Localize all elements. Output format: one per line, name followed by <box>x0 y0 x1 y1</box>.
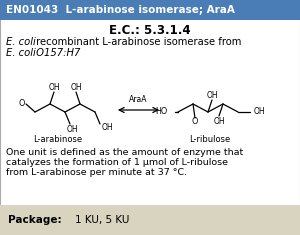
Text: OH: OH <box>213 117 225 125</box>
Text: catalyzes the formation of 1 μmol of L-ribulose: catalyzes the formation of 1 μmol of L-r… <box>6 158 228 167</box>
Bar <box>0 205 300 235</box>
Text: OH: OH <box>254 107 266 117</box>
Text: HO: HO <box>156 107 168 117</box>
Text: O: O <box>192 118 198 126</box>
Text: E.C.: 5.3.1.4: E.C.: 5.3.1.4 <box>109 24 191 36</box>
Text: OH: OH <box>70 83 82 93</box>
Text: O: O <box>19 99 25 109</box>
Text: 1 KU, 5 KU: 1 KU, 5 KU <box>75 215 129 225</box>
Text: L-arabinose: L-arabinose <box>33 135 82 144</box>
Text: Package:: Package: <box>8 215 62 225</box>
Text: E. coli: E. coli <box>6 48 36 58</box>
Text: AraA: AraA <box>129 95 147 104</box>
Text: O157:H7: O157:H7 <box>33 48 80 58</box>
Text: E. coli: E. coli <box>6 37 36 47</box>
Text: OH: OH <box>48 83 60 93</box>
Text: OH: OH <box>206 91 218 101</box>
Text: OH: OH <box>67 125 79 133</box>
Text: EN01043  L-arabinose isomerase; AraA: EN01043 L-arabinose isomerase; AraA <box>6 5 235 15</box>
Text: OH: OH <box>102 124 114 133</box>
Text: from L-arabinose per minute at 37 °C.: from L-arabinose per minute at 37 °C. <box>6 168 187 177</box>
Text: One unit is defined as the amount of enzyme that: One unit is defined as the amount of enz… <box>6 148 243 157</box>
Text: recombinant L-arabinose isomerase from: recombinant L-arabinose isomerase from <box>33 37 242 47</box>
Bar <box>0 0 300 20</box>
Text: L-ribulose: L-ribulose <box>189 135 231 144</box>
